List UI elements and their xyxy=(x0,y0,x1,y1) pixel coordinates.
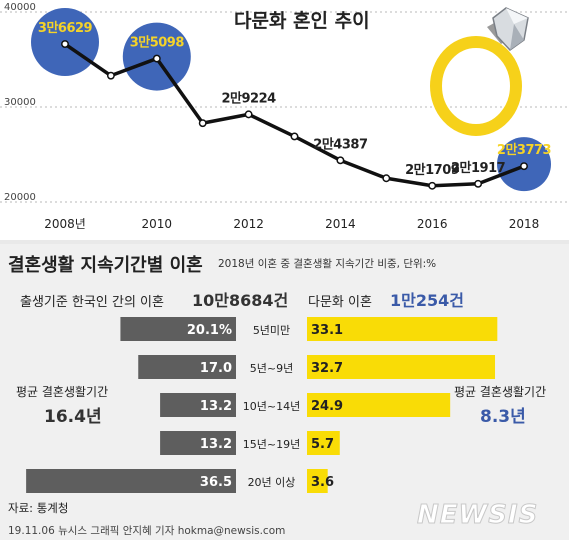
source-note: 자료: 통계청 xyxy=(8,501,69,515)
category-label: 5년미만 xyxy=(253,324,290,337)
data-point xyxy=(382,174,391,183)
line-chart-series xyxy=(61,40,528,190)
bar-left-value: 17.0 xyxy=(200,361,232,376)
bar-chart: 20.1% 33.1 5년미만 17.0 32.7 5년~9년 13.2 24.9 10년~14… xyxy=(26,317,498,493)
point-label: 2만1917 xyxy=(451,160,506,176)
left-group-total: 10만8684건 xyxy=(192,291,289,310)
data-point xyxy=(61,40,69,48)
bar-right-value: 5.7 xyxy=(311,437,334,452)
right-group-label: 다문화 이혼 xyxy=(308,295,372,310)
left-average-label: 평균 결혼생활기간 xyxy=(16,385,109,399)
bar-right xyxy=(307,469,328,493)
right-group-total: 1만254건 xyxy=(390,291,464,310)
data-point xyxy=(244,110,253,119)
bar-right xyxy=(307,393,451,417)
point-label: 2만3773 xyxy=(497,142,552,158)
point-label: 2만1709 xyxy=(405,162,460,178)
category-label: 5년~9년 xyxy=(250,362,293,375)
y-tick-label: 30000 xyxy=(4,97,36,108)
bar-left xyxy=(138,355,236,379)
point-label: 3만5098 xyxy=(130,35,185,51)
bar-chart-subtitle: 2018년 이혼 중 결혼생활 지속기간 비중, 단위:% xyxy=(218,258,437,270)
ring-diamond-facet xyxy=(506,8,528,24)
left-group-label: 출생기준 한국인 간의 이혼 xyxy=(20,295,164,310)
line-chart-axis-ticks: 2008년 2010 2012 2014 2016 2018 xyxy=(44,217,539,231)
bar-left-value: 20.1% xyxy=(187,323,232,338)
bar-left xyxy=(120,317,236,341)
data-point xyxy=(198,119,207,128)
data-point xyxy=(106,71,115,80)
y-tick-label: 40000 xyxy=(4,2,36,13)
bar-left xyxy=(26,469,236,493)
bar-left xyxy=(160,393,236,417)
data-point xyxy=(520,162,528,171)
bar-chart-title: 결혼생활 지속기간별 이혼 xyxy=(8,255,203,276)
data-point xyxy=(152,54,161,63)
x-tick-label: 2008년 xyxy=(44,217,86,231)
data-point xyxy=(428,181,437,190)
ring-band xyxy=(430,36,522,136)
ring-illustration xyxy=(430,7,529,136)
ring-diamond-shade xyxy=(510,24,524,50)
credit-line: 19.11.06 뉴시스 그래픽 안지혜 기자 hokma@newsis.com xyxy=(8,525,286,537)
bar-right xyxy=(307,431,340,455)
x-tick-label: 2010 xyxy=(142,217,173,231)
data-point xyxy=(290,132,299,141)
data-point xyxy=(474,179,483,188)
point-label: 2만9224 xyxy=(222,90,277,106)
bar-left xyxy=(160,431,236,455)
bar-right xyxy=(307,317,498,341)
bar-right-value: 3.6 xyxy=(311,475,334,490)
bar-left-value: 13.2 xyxy=(200,399,232,414)
bar-left-value: 13.2 xyxy=(200,437,232,452)
section-divider xyxy=(0,240,569,244)
bar-right-value: 33.1 xyxy=(311,323,343,338)
right-average-label: 평균 결혼생활기간 xyxy=(454,385,547,399)
category-label: 20년 이상 xyxy=(248,476,296,489)
left-average-value: 16.4년 xyxy=(44,407,102,427)
line-chart-grid: 40000 30000 20000 xyxy=(0,2,569,203)
line-chart: 40000 30000 20000 3만6629 3만5098 2만9224 2만4387… xyxy=(0,2,569,231)
category-label: 15년~19년 xyxy=(243,438,300,451)
newsis-watermark: NEWSIS xyxy=(417,500,538,531)
x-tick-label: 2014 xyxy=(325,217,356,231)
bar-right-value: 24.9 xyxy=(311,399,343,414)
y-tick-label: 20000 xyxy=(4,192,36,203)
right-average-value: 8.3년 xyxy=(480,407,526,427)
x-tick-label: 2018 xyxy=(509,217,540,231)
point-label: 2만4387 xyxy=(313,136,368,152)
x-tick-label: 2016 xyxy=(417,217,448,231)
line-chart-title: 다문화 혼인 추이 xyxy=(234,10,370,32)
data-point xyxy=(336,156,345,165)
bar-right xyxy=(307,355,496,379)
bar-right-value: 32.7 xyxy=(311,361,343,376)
category-label: 10년~14년 xyxy=(243,400,300,413)
x-tick-label: 2012 xyxy=(233,217,264,231)
point-label: 3만6629 xyxy=(38,20,93,36)
watermark-text: NEWSIS xyxy=(417,500,538,530)
bar-left-value: 36.5 xyxy=(200,475,232,490)
